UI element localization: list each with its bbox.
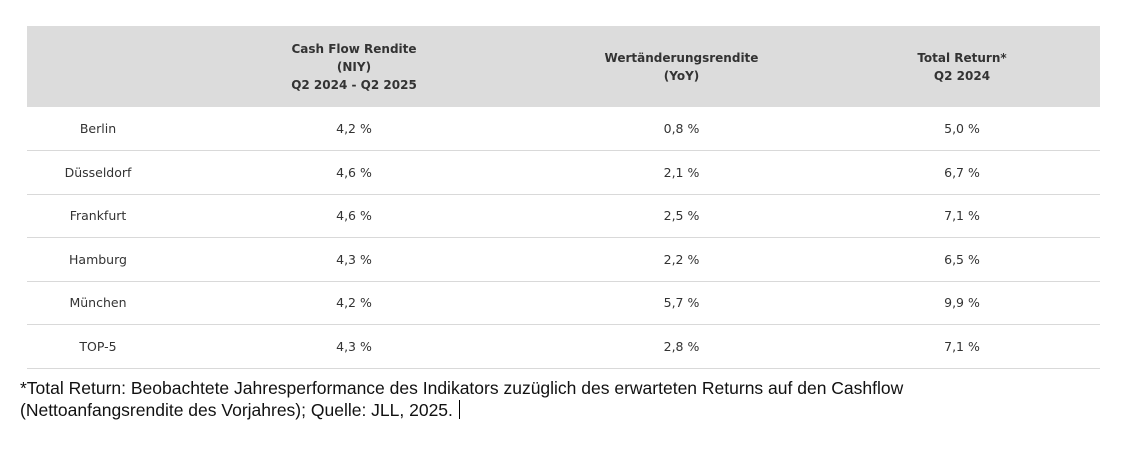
cell-wertaenderung: 2,5 % [663, 208, 700, 224]
text-cursor [458, 400, 460, 419]
cell-city: TOP-5 [79, 338, 117, 354]
cell-city: Frankfurt [69, 208, 127, 224]
table-header-row: Cash Flow Rendite (NIY) Q2 2024 - Q2 202… [27, 26, 1100, 107]
table-row: TOP-5 4,3 % 2,8 % 7,1 % [27, 325, 1100, 368]
cell-total-return: 5,0 % [944, 121, 980, 136]
cell-cash-flow: 4,6 % [336, 164, 372, 180]
cell-total-return: 9,9 % [944, 295, 980, 311]
cell-city: Berlin [79, 121, 117, 136]
footnote-line-2-wrap: (Nettoanfangsrendite des Vorjahres); Que… [20, 399, 1110, 421]
table-row: München 4,2 % 5,7 % 9,9 % [27, 281, 1100, 325]
cell-total-return: 6,7 % [944, 164, 980, 180]
cell-city: München [69, 295, 127, 311]
cell-total-return: 7,1 % [944, 208, 980, 224]
returns-table-container: Cash Flow Rendite (NIY) Q2 2024 - Q2 202… [27, 26, 1100, 369]
cell-wertaenderung: 5,7 % [663, 295, 700, 311]
cell-wertaenderung: 2,2 % [663, 251, 700, 267]
table-row: Frankfurt 4,6 % 2,5 % 7,1 % [27, 194, 1100, 238]
footnote-line-1: *Total Return: Beobachtete Jahresperform… [20, 378, 904, 398]
cell-city: Hamburg [69, 251, 127, 267]
cell-total-return: 7,1 % [944, 338, 980, 354]
header-cash-flow: Cash Flow Rendite (NIY) Q2 2024 - Q2 202… [291, 41, 417, 92]
cell-wertaenderung: 2,1 % [663, 164, 700, 180]
header-city [27, 26, 169, 107]
footnote-line-2: (Nettoanfangsrendite des Vorjahres); Que… [20, 400, 453, 420]
cell-cash-flow: 4,2 % [336, 121, 372, 136]
cell-city: Düsseldorf [64, 164, 132, 180]
cell-wertaenderung: 2,8 % [663, 338, 700, 354]
cell-wertaenderung: 0,8 % [663, 121, 700, 136]
cell-cash-flow: 4,3 % [336, 251, 372, 267]
table-row: Düsseldorf 4,6 % 2,1 % 6,7 % [27, 151, 1100, 194]
cell-cash-flow: 4,6 % [336, 208, 372, 224]
table-row: Hamburg 4,3 % 2,2 % 6,5 % [27, 238, 1100, 281]
header-total-return: Total Return* Q2 2024 [917, 50, 1007, 83]
cell-cash-flow: 4,2 % [336, 295, 372, 311]
table-row: Berlin 4,2 % 0,8 % 5,0 % [27, 107, 1100, 151]
cell-total-return: 6,5 % [944, 251, 980, 267]
returns-table: Cash Flow Rendite (NIY) Q2 2024 - Q2 202… [27, 26, 1100, 369]
header-wertaenderung: Wertänderungsrendite (YoY) [604, 50, 759, 83]
cell-cash-flow: 4,3 % [336, 338, 372, 354]
footnote: *Total Return: Beobachtete Jahresperform… [20, 377, 1110, 421]
